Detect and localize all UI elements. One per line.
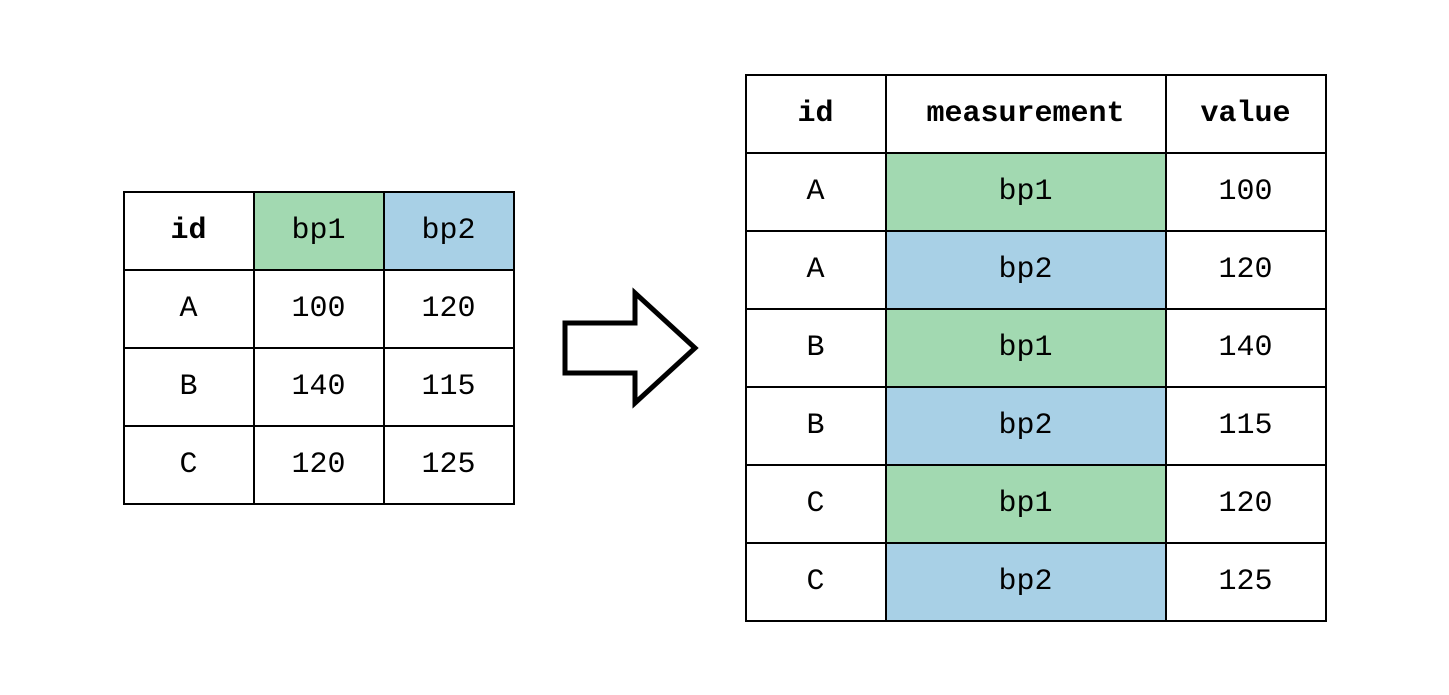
table-header-row: id bp1 bp2 [124,192,514,270]
cell-id: C [746,543,886,621]
cell-value: 140 [1166,309,1326,387]
cell-id: B [746,387,886,465]
arrow-icon [555,273,705,423]
cell-id: A [124,270,254,348]
header-bp1: bp1 [254,192,384,270]
wide-table: id bp1 bp2 A 100 120 B 140 115 C 120 125 [123,191,515,505]
header-bp2: bp2 [384,192,514,270]
cell-value: 120 [1166,465,1326,543]
cell-bp2: 115 [384,348,514,426]
header-measurement: measurement [886,75,1166,153]
table-row: A bp1 100 [746,153,1326,231]
cell-bp2: 125 [384,426,514,504]
table-row: B bp1 140 [746,309,1326,387]
table-row: C 120 125 [124,426,514,504]
cell-bp1: 100 [254,270,384,348]
table-row: A bp2 120 [746,231,1326,309]
cell-bp2: 120 [384,270,514,348]
cell-bp1: 120 [254,426,384,504]
transform-arrow [555,273,705,423]
cell-id: C [124,426,254,504]
cell-value: 115 [1166,387,1326,465]
cell-value: 125 [1166,543,1326,621]
cell-measurement: bp2 [886,543,1166,621]
cell-id: B [746,309,886,387]
cell-measurement: bp2 [886,387,1166,465]
long-table: id measurement value A bp1 100 A bp2 120… [745,74,1327,622]
cell-bp1: 140 [254,348,384,426]
cell-id: A [746,231,886,309]
cell-value: 100 [1166,153,1326,231]
cell-id: A [746,153,886,231]
header-id: id [124,192,254,270]
table-row: C bp2 125 [746,543,1326,621]
cell-value: 120 [1166,231,1326,309]
table-row: B bp2 115 [746,387,1326,465]
cell-measurement: bp1 [886,465,1166,543]
pivot-diagram: id bp1 bp2 A 100 120 B 140 115 C 120 125… [123,74,1327,622]
cell-id: C [746,465,886,543]
header-id: id [746,75,886,153]
cell-measurement: bp1 [886,309,1166,387]
table-header-row: id measurement value [746,75,1326,153]
table-row: B 140 115 [124,348,514,426]
table-row: C bp1 120 [746,465,1326,543]
table-row: A 100 120 [124,270,514,348]
cell-measurement: bp2 [886,231,1166,309]
cell-id: B [124,348,254,426]
cell-measurement: bp1 [886,153,1166,231]
header-value: value [1166,75,1326,153]
